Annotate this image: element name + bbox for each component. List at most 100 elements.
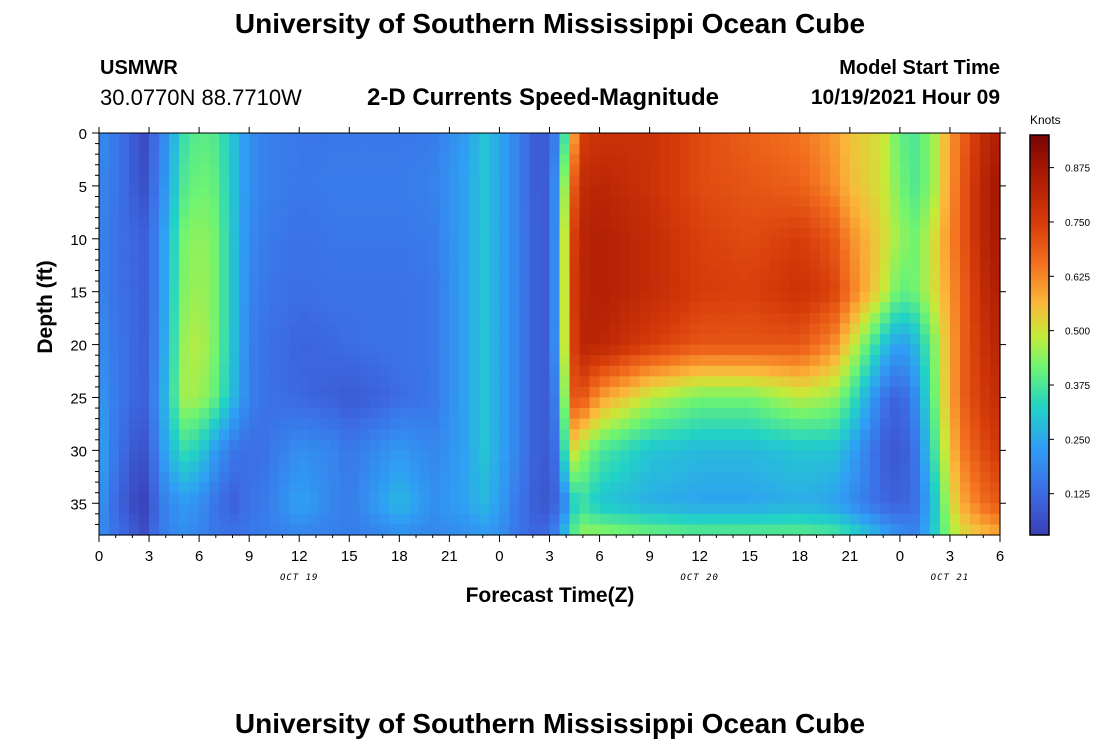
heatmap-cell (739, 439, 751, 451)
heatmap-cell (299, 217, 310, 229)
heatmap-cell (919, 482, 931, 494)
heatmap-cell (419, 460, 430, 473)
heatmap-cell (189, 323, 200, 335)
heatmap-cell (689, 376, 701, 388)
heatmap-cell (799, 513, 811, 526)
heatmap-cell (519, 228, 531, 240)
heatmap-cell (249, 429, 260, 441)
x-tick-label: 6 (996, 548, 1004, 565)
heatmap-cell (489, 175, 501, 187)
heatmap-cell (199, 164, 210, 176)
heatmap-cell (199, 503, 210, 515)
heatmap-cell (99, 270, 110, 282)
heatmap-cell (239, 249, 250, 261)
heatmap-cell (429, 259, 440, 272)
heatmap-cell (759, 471, 771, 483)
heatmap-cell (589, 471, 601, 483)
heatmap-cell (409, 386, 420, 399)
heatmap-cell (149, 365, 160, 377)
heatmap-cell (359, 259, 370, 272)
heatmap-cell (669, 207, 681, 219)
heatmap-cell (119, 196, 130, 208)
heatmap-cell (779, 175, 791, 187)
heatmap-cell (759, 270, 771, 282)
heatmap-cell (109, 164, 120, 176)
heatmap-cell (839, 154, 851, 166)
heatmap-cell (909, 238, 921, 250)
heatmap-cell (839, 334, 851, 346)
heatmap-cell (339, 376, 350, 388)
heatmap-cell (879, 259, 891, 272)
heatmap-cell (259, 429, 270, 441)
heatmap-cell (689, 386, 701, 399)
heatmap-cell (969, 154, 981, 166)
heatmap-cell (699, 450, 711, 462)
heatmap-cell (399, 228, 410, 240)
heatmap-cell (779, 133, 791, 145)
heatmap-cell (749, 164, 761, 176)
heatmap-cell (289, 133, 300, 145)
heatmap-cell (679, 503, 691, 515)
heatmap-cell (209, 397, 220, 409)
heatmap-cell (149, 164, 160, 176)
heatmap-cell (639, 133, 651, 145)
heatmap-cell (369, 217, 380, 229)
heatmap-cell (169, 217, 180, 229)
heatmap-cell (729, 196, 741, 208)
heatmap-cell (679, 460, 691, 473)
heatmap-cell (949, 386, 961, 399)
heatmap-cell (829, 154, 841, 166)
heatmap-cell (349, 503, 360, 515)
heatmap-cell (369, 270, 380, 282)
heatmap-cell (419, 355, 430, 367)
heatmap-cell (749, 291, 761, 303)
heatmap-cell (949, 460, 961, 473)
heatmap-cell (499, 386, 511, 399)
heatmap-cell (409, 397, 420, 409)
heatmap-cell (589, 175, 601, 187)
heatmap-cell (359, 408, 370, 420)
heatmap-cell (909, 450, 921, 462)
heatmap-cell (709, 334, 721, 346)
x-tick-label: 21 (441, 548, 458, 565)
heatmap-cell (699, 154, 711, 166)
heatmap-cell (829, 164, 841, 176)
heatmap-cell (559, 482, 571, 494)
heatmap-cell (789, 503, 801, 515)
heatmap-cell (419, 513, 430, 526)
heatmap-cell (579, 154, 591, 166)
heatmap-cell (369, 143, 380, 155)
heatmap-cell (819, 270, 831, 282)
heatmap-cell (569, 164, 581, 176)
heatmap-cell (579, 439, 591, 451)
heatmap-cell (319, 323, 330, 335)
heatmap-cell (179, 513, 190, 526)
heatmap-cell (859, 386, 871, 399)
heatmap-cell (179, 259, 190, 272)
heatmap-cell (459, 249, 471, 261)
heatmap-cell (429, 450, 440, 462)
heatmap-cell (619, 259, 631, 272)
heatmap-cell (169, 418, 180, 430)
heatmap-cell (229, 524, 240, 536)
heatmap-cell (579, 503, 591, 515)
heatmap-cell (889, 207, 901, 219)
heatmap-cell (409, 492, 420, 504)
heatmap-cell (789, 376, 801, 388)
heatmap-cell (349, 513, 360, 526)
heatmap-cell (389, 482, 400, 494)
heatmap-cell (279, 154, 290, 166)
heatmap-cell (799, 185, 811, 198)
heatmap-cell (919, 471, 931, 483)
heatmap-cell (399, 418, 410, 430)
heatmap-cell (969, 365, 981, 377)
heatmap-cell (689, 302, 701, 314)
heatmap-cell (149, 386, 160, 399)
heatmap-cell (579, 355, 591, 367)
heatmap-cell (909, 386, 921, 399)
heatmap-cell (259, 460, 270, 473)
heatmap-cell (529, 365, 541, 377)
heatmap-cell (119, 185, 130, 198)
heatmap-cell (419, 270, 430, 282)
heatmap-cell (719, 418, 731, 430)
